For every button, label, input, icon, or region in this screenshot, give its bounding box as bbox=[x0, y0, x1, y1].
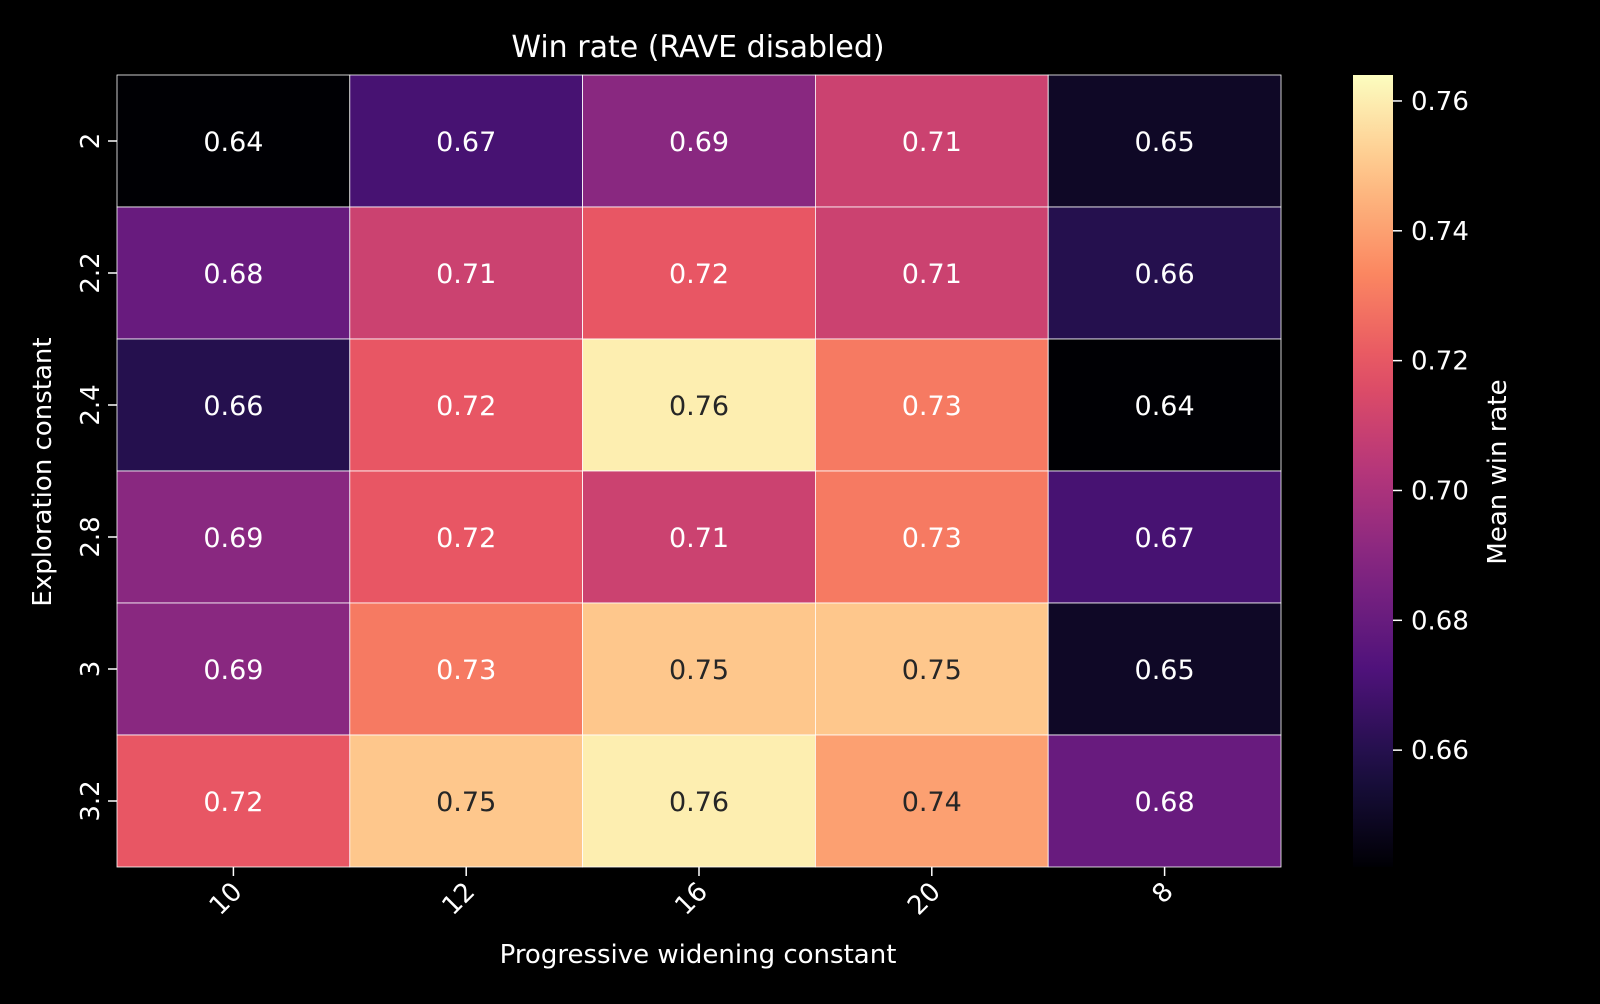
heatmap-cell bbox=[815, 74, 1049, 208]
cell-value-label: 0.73 bbox=[902, 523, 962, 554]
cell-value-label: 0.73 bbox=[436, 655, 496, 686]
heatmap-cell bbox=[815, 734, 1049, 868]
colorbar: 0.66 0.68 0.70 0.72 0.74 0.76 bbox=[1353, 75, 1469, 867]
cell-value-label: 0.68 bbox=[203, 259, 263, 290]
colorbar-tick-label: 0.74 bbox=[1411, 217, 1469, 247]
heatmap-cell bbox=[349, 74, 583, 208]
x-tick-label: 16 bbox=[669, 877, 714, 922]
y-tick-label: 3 bbox=[76, 661, 106, 678]
cell-value-label: 0.75 bbox=[902, 655, 962, 686]
cell-value-label: 0.72 bbox=[436, 391, 496, 422]
cell-value-label: 0.69 bbox=[669, 127, 729, 158]
cell-value-label: 0.71 bbox=[902, 259, 962, 290]
x-tick-label: 12 bbox=[437, 877, 482, 922]
cell-value-label: 0.75 bbox=[669, 655, 729, 686]
x-tick-label: 10 bbox=[204, 877, 249, 922]
y-axis-title: Exploration constant bbox=[28, 337, 58, 606]
heatmap-cell bbox=[349, 338, 583, 472]
y-axis: 2 2.2 2.4 2.8 3 3.2 bbox=[76, 133, 117, 822]
y-tick-label: 2.4 bbox=[76, 384, 106, 425]
cell-value-label: 0.69 bbox=[203, 523, 263, 554]
cell-value-label: 0.72 bbox=[669, 259, 729, 290]
cell-value-label: 0.65 bbox=[1135, 127, 1195, 158]
heatmap-cell bbox=[1047, 74, 1282, 208]
heatmap-cell bbox=[1047, 206, 1282, 340]
cell-value-label: 0.71 bbox=[436, 259, 496, 290]
cell-value-label: 0.64 bbox=[1135, 391, 1195, 422]
colorbar-tick-label: 0.68 bbox=[1411, 606, 1469, 636]
colorbar-tick-label: 0.72 bbox=[1411, 347, 1469, 377]
heatmap-cell bbox=[582, 602, 816, 736]
y-tick-label: 2.8 bbox=[76, 516, 106, 557]
heatmap-cell bbox=[582, 734, 816, 868]
heatmap-cell bbox=[349, 470, 583, 604]
cell-value-label: 0.74 bbox=[902, 787, 962, 818]
x-axis: 10 12 16 20 8 bbox=[204, 867, 1180, 921]
cell-value-label: 0.72 bbox=[436, 523, 496, 554]
cell-value-label: 0.71 bbox=[669, 523, 729, 554]
heatmap-cell bbox=[815, 470, 1049, 604]
cell-value-label: 0.65 bbox=[1135, 655, 1195, 686]
x-axis-title: Progressive widening constant bbox=[500, 940, 897, 970]
heatmap-cell bbox=[1047, 602, 1282, 736]
cell-value-label: 0.76 bbox=[669, 391, 729, 422]
cell-value-label: 0.66 bbox=[203, 391, 263, 422]
cell-value-label: 0.67 bbox=[436, 127, 496, 158]
heatmap-cell bbox=[1047, 734, 1282, 868]
cell-value-label: 0.67 bbox=[1135, 523, 1195, 554]
chart-title: Win rate (RAVE disabled) bbox=[511, 30, 884, 65]
heatmap-cell bbox=[582, 206, 816, 340]
heatmap-cell bbox=[1047, 470, 1282, 604]
colorbar-tick-label: 0.76 bbox=[1411, 87, 1469, 117]
colorbar-tick-label: 0.66 bbox=[1411, 736, 1469, 766]
cell-value-labels: 0.64 0.67 0.69 0.71 0.65 0.68 0.71 0.72 0.71 0.66… bbox=[203, 127, 1194, 818]
colorbar-title: Mean win rate bbox=[1483, 379, 1513, 564]
heatmap-cell bbox=[582, 470, 816, 604]
x-tick-label: 20 bbox=[902, 877, 947, 922]
cell-value-label: 0.72 bbox=[203, 787, 263, 818]
heatmap-cell bbox=[116, 602, 351, 736]
heatmap-cells bbox=[116, 74, 1282, 868]
heatmap-cell bbox=[116, 206, 351, 340]
y-tick-label: 2 bbox=[76, 133, 106, 150]
cell-value-label: 0.71 bbox=[902, 127, 962, 158]
colorbar-gradient bbox=[1353, 75, 1393, 867]
cell-value-label: 0.68 bbox=[1135, 787, 1195, 818]
heatmap-cell bbox=[582, 74, 816, 208]
heatmap-cell bbox=[582, 338, 816, 472]
cell-value-label: 0.73 bbox=[902, 391, 962, 422]
heatmap-cell bbox=[349, 602, 583, 736]
cell-value-label: 0.75 bbox=[436, 787, 496, 818]
y-tick-label: 3.2 bbox=[76, 780, 106, 821]
colorbar-tick-label: 0.70 bbox=[1411, 476, 1469, 506]
heatmap-cell bbox=[1047, 338, 1282, 472]
cell-value-label: 0.66 bbox=[1135, 259, 1195, 290]
heatmap-cell bbox=[116, 734, 351, 868]
cell-value-label: 0.64 bbox=[203, 127, 263, 158]
heatmap-cell bbox=[349, 206, 583, 340]
y-tick-label: 2.2 bbox=[76, 252, 106, 293]
x-tick-label: 8 bbox=[1147, 877, 1180, 910]
heatmap-cell bbox=[349, 734, 583, 868]
cell-value-label: 0.69 bbox=[203, 655, 263, 686]
heatmap-cell bbox=[116, 74, 351, 208]
heatmap-cell bbox=[815, 338, 1049, 472]
cell-value-label: 0.76 bbox=[669, 787, 729, 818]
